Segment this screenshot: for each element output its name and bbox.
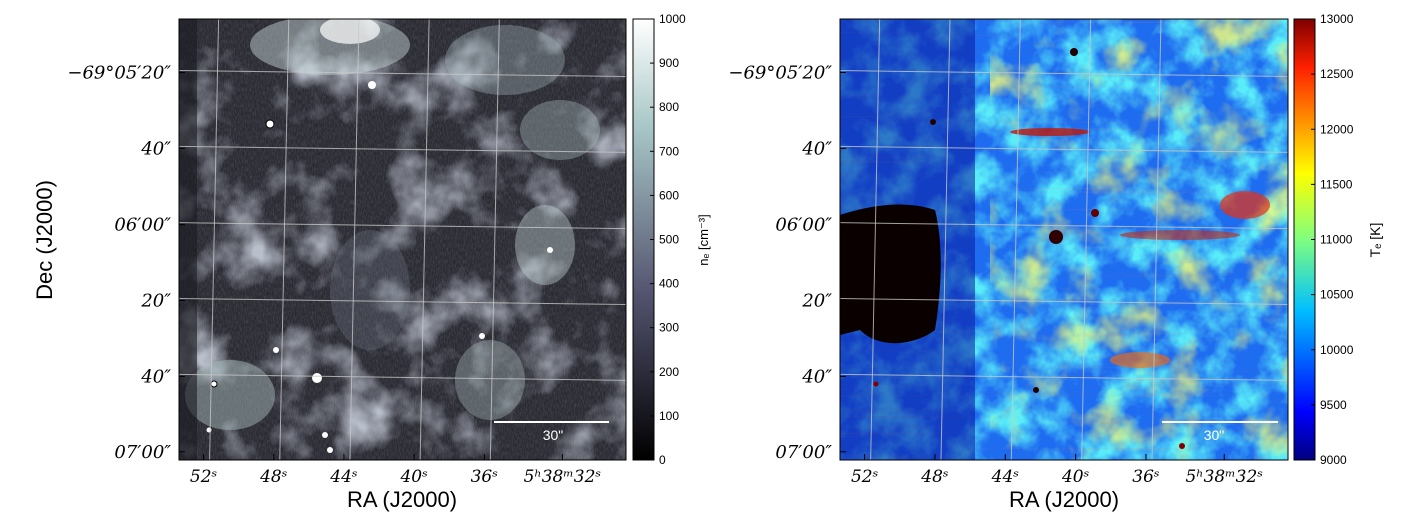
colorbar-tick-label: 10000 (1320, 343, 1354, 357)
colorbar-tick-label: 9000 (1320, 453, 1347, 467)
temperature-colorbar-label: Tₑ [K] (1367, 223, 1383, 258)
y-tick-label: 06′00″ (114, 215, 171, 236)
y-tick-label: 40″ (140, 366, 171, 387)
x-tick-label: 5ʰ38ᵐ32ˢ (524, 467, 602, 487)
x-tick-label: 40ˢ (1061, 467, 1090, 487)
y-tick-label: −69°05′20″ (728, 63, 832, 84)
density-colorbar-ticks: 0 100 200 300 400 500 600 700 800 900 1000 (650, 12, 686, 467)
grid-line-dec (179, 222, 626, 230)
grid-line-ra (870, 19, 881, 460)
grid-line-ra (349, 19, 360, 460)
colorbar-tick-label: 13000 (1320, 12, 1354, 26)
density-y-axis-label: Dec (J2000) (32, 180, 57, 300)
grid-line-ra (209, 19, 220, 460)
y-tick-label: 40″ (140, 138, 171, 159)
y-tick-label: −69°05′20″ (67, 63, 171, 84)
y-tick-label: 20″ (140, 291, 171, 312)
colorbar-tick-label: 12000 (1320, 122, 1354, 136)
grid-line-ra (1151, 19, 1162, 460)
x-tick-label: 52ˢ (190, 467, 218, 487)
density-image (179, 19, 626, 460)
density-x-axis-label: RA (J2000) (347, 487, 457, 512)
grid-line-dec (179, 145, 626, 153)
colorbar-tick-label: 700 (659, 144, 679, 158)
colorbar-tick-label: 100 (659, 409, 679, 423)
density-x-ticks: 52ˢ 48ˢ 44ˢ 40ˢ 36ˢ 5ʰ38ᵐ32ˢ (190, 454, 602, 487)
grid-line-ra (1010, 19, 1021, 460)
density-y-ticks: −69°05′20″ 40″ 06′00″ 20″ 40″ 07′00″ (67, 63, 185, 463)
colorbar-tick-label: 200 (659, 365, 679, 379)
temperature-x-ticks: 52ˢ 48ˢ 44ˢ 40ˢ 36ˢ 5ʰ38ᵐ32ˢ (851, 454, 1263, 487)
density-frame (178, 18, 627, 461)
density-scalebar-label: 30" (543, 427, 564, 443)
colorbar-tick-label: 600 (659, 188, 679, 202)
grid-line-dec (179, 70, 626, 78)
temperature-frame (839, 18, 1289, 461)
colorbar-tick-label: 900 (659, 56, 679, 70)
grid-line-ra (279, 19, 290, 460)
temperature-y-ticks: −69°05′20″ 40″ 06′00″ 20″ 40″ 07′00″ (728, 63, 846, 463)
y-tick-label: 20″ (801, 291, 832, 312)
temperature-colorbar-ticks: 9000 9500 10000 10500 11000 11500 12000 12500 13… (1311, 12, 1354, 467)
grid-line-dec (179, 373, 626, 381)
grid-line-ra (1081, 19, 1092, 460)
temperature-x-axis-label: RA (J2000) (1009, 487, 1119, 512)
colorbar-tick-label: 300 (659, 321, 679, 335)
y-tick-label: 40″ (801, 138, 832, 159)
grid-line-dec (179, 298, 626, 306)
x-tick-label: 44ˢ (991, 467, 1020, 487)
grid-line-dec (840, 70, 1288, 78)
x-tick-label: 36ˢ (471, 467, 499, 487)
colorbar-tick-label: 11500 (1320, 177, 1353, 191)
y-tick-label: 06′00″ (775, 215, 832, 236)
grid-line-ra (419, 19, 430, 460)
temperature-grid (840, 19, 1288, 460)
grid-line-dec (840, 373, 1288, 381)
x-tick-label: 48ˢ (259, 467, 288, 487)
colorbar-tick-label: 800 (659, 100, 679, 114)
grid-line-dec (840, 298, 1288, 306)
colorbar-tick-label: 1000 (659, 12, 686, 26)
x-tick-label: 36ˢ (1132, 467, 1160, 487)
colorbar-tick-label: 11000 (1320, 233, 1353, 247)
temperature-panel: 30" 52ˢ 48ˢ 44ˢ 40ˢ 36ˢ 5ʰ38ᵐ32ˢ −69°05′20″ 40… (728, 12, 1383, 512)
density-colorbar-label: nₑ [cm⁻³] (696, 214, 711, 265)
x-tick-label: 44ˢ (329, 467, 358, 487)
y-tick-label: 40″ (801, 366, 832, 387)
colorbar-tick-label: 9500 (1320, 398, 1347, 412)
y-tick-label: 07′00″ (775, 442, 832, 463)
grid-line-dec (840, 222, 1288, 230)
density-panel: 30" 52ˢ 48ˢ 44ˢ 40ˢ 36ˢ 5ʰ38ᵐ32ˢ −69°05′20″ 40… (32, 12, 711, 512)
temperature-scalebar-label: 30" (1204, 427, 1225, 443)
x-tick-label: 52ˢ (851, 467, 879, 487)
colorbar-tick-label: 0 (659, 453, 666, 467)
temperature-image (840, 19, 1288, 460)
y-tick-label: 07′00″ (114, 442, 171, 463)
grid-line-ra (489, 19, 500, 460)
colorbar-tick-label: 10500 (1320, 288, 1354, 302)
colorbar-tick-label: 12500 (1320, 67, 1354, 81)
grid-line-dec (840, 145, 1288, 153)
x-tick-label: 40ˢ (399, 467, 428, 487)
x-tick-label: 48ˢ (920, 467, 949, 487)
x-tick-label: 5ʰ38ᵐ32ˢ (1185, 467, 1263, 487)
colorbar-tick-label: 500 (659, 233, 679, 247)
grid-line-ra (940, 19, 951, 460)
density-grid (179, 19, 626, 460)
colorbar-tick-label: 400 (659, 277, 679, 291)
